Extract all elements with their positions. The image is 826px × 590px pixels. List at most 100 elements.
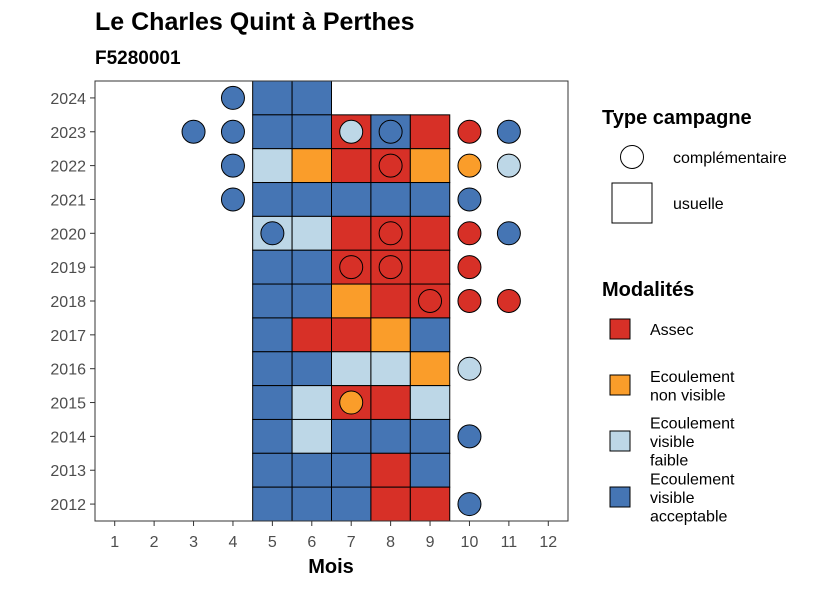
x-tick-label: 2: [150, 534, 159, 551]
tile-usuelle: [331, 452, 372, 488]
tile-usuelle: [409, 148, 451, 184]
point-complementaire: [457, 424, 482, 449]
tile-usuelle: [409, 215, 451, 251]
tile-usuelle: [252, 486, 293, 522]
tile-usuelle: [331, 351, 372, 387]
y-tick-label: 2018: [50, 294, 86, 311]
tile-usuelle: [409, 486, 451, 522]
tile-usuelle: [291, 148, 333, 184]
tile-usuelle: [370, 418, 411, 454]
y-tick-label: 2017: [50, 328, 86, 345]
chart-title: Le Charles Quint à Perthes: [95, 8, 415, 36]
tile-usuelle: [252, 114, 293, 150]
point-complementaire: [457, 356, 482, 381]
point-complementaire: [378, 119, 403, 144]
tile-usuelle: [409, 418, 451, 454]
tile-usuelle: [252, 182, 293, 217]
point-complementaire: [220, 119, 245, 144]
x-tick-label: 4: [229, 534, 238, 551]
x-tick-label: 7: [347, 534, 356, 551]
y-tick-label: 2024: [50, 91, 86, 108]
legend-label: visible: [650, 434, 695, 451]
y-tick-label: 2012: [50, 497, 86, 514]
tile-usuelle: [370, 283, 411, 319]
y-tick-label: 2016: [50, 362, 86, 379]
legend-label: Ecoulement: [650, 416, 735, 433]
point-complementaire: [220, 85, 245, 110]
point-complementaire: [220, 187, 245, 212]
y-tick-label: 2014: [50, 429, 86, 446]
tile-usuelle: [291, 418, 333, 454]
y-tick-label: 2020: [50, 226, 86, 243]
y-tick-label: 2019: [50, 260, 86, 277]
point-complementaire: [378, 221, 403, 246]
tile-usuelle: [409, 385, 451, 420]
y-tick-label: 2022: [50, 159, 86, 176]
tile-usuelle: [291, 80, 333, 116]
tile-usuelle: [370, 317, 411, 353]
tile-usuelle: [252, 249, 293, 285]
tile-usuelle: [331, 182, 372, 217]
tile-usuelle: [370, 182, 411, 217]
y-tick-label: 2015: [50, 396, 86, 413]
point-complementaire: [260, 221, 285, 246]
legend-swatch: [609, 374, 631, 396]
tile-usuelle: [252, 317, 293, 353]
tile-usuelle: [252, 283, 293, 319]
point-complementaire: [418, 289, 443, 313]
point-complementaire: [457, 187, 482, 212]
legend-swatch: [609, 486, 631, 508]
point-complementaire: [496, 119, 521, 144]
x-tick-label: 5: [268, 534, 277, 551]
tile-usuelle: [370, 452, 411, 488]
x-tick-label: 9: [426, 534, 435, 551]
legend-square-symbol: [611, 182, 653, 224]
tile-usuelle: [252, 351, 293, 387]
point-complementaire: [339, 255, 364, 280]
legend-swatch: [609, 318, 631, 340]
tile-usuelle: [291, 317, 333, 353]
legend-label: visible: [650, 490, 695, 507]
tile-usuelle: [252, 452, 293, 488]
legend-type-label-usuelle: usuelle: [673, 196, 724, 213]
x-axis-title: Mois: [308, 556, 354, 578]
x-tick-label: 1: [110, 534, 119, 551]
y-tick-label: 2021: [50, 192, 86, 209]
tile-usuelle: [252, 418, 293, 454]
legend-label: Assec: [650, 322, 694, 339]
tile-usuelle: [291, 452, 333, 488]
tile-usuelle: [409, 452, 451, 488]
x-tick-label: 6: [307, 534, 316, 551]
legend-label: Ecoulement: [650, 369, 735, 386]
point-complementaire: [457, 153, 482, 178]
tile-usuelle: [252, 80, 293, 116]
tile-usuelle: [331, 148, 372, 184]
legend-label: non visible: [650, 387, 726, 404]
tile-usuelle: [409, 114, 451, 150]
tile-usuelle: [409, 351, 451, 387]
legend-circle-symbol: [620, 145, 644, 169]
point-complementaire: [496, 153, 521, 178]
point-complementaire: [457, 255, 482, 280]
tile-usuelle: [291, 182, 333, 217]
tile-usuelle: [331, 418, 372, 454]
x-tick-label: 10: [461, 534, 479, 551]
tile-usuelle: [331, 486, 372, 522]
tile-usuelle: [291, 486, 333, 522]
point-complementaire: [220, 153, 245, 178]
tile-usuelle: [291, 351, 333, 387]
chart-subtitle: F5280001: [95, 48, 181, 69]
x-tick-label: 11: [501, 534, 518, 551]
y-tick-label: 2023: [50, 125, 86, 142]
tile-usuelle: [291, 215, 333, 251]
x-axis: 1 2 3 4 5 6 7 8 9 10 11 12: [110, 521, 557, 551]
legend-type-campagne: Type campagne complémentaire usuelle: [602, 107, 787, 224]
legend-swatch: [609, 430, 631, 452]
legend-modalites-title: Modalités: [602, 279, 694, 301]
y-axis: 2012 2013 2014 2015 2016 2017 2018 2019 2020 2021…: [50, 91, 95, 514]
legend-label: acceptable: [650, 509, 727, 526]
legend-type-label-complementaire: complémentaire: [673, 150, 787, 167]
point-complementaire: [496, 289, 521, 313]
